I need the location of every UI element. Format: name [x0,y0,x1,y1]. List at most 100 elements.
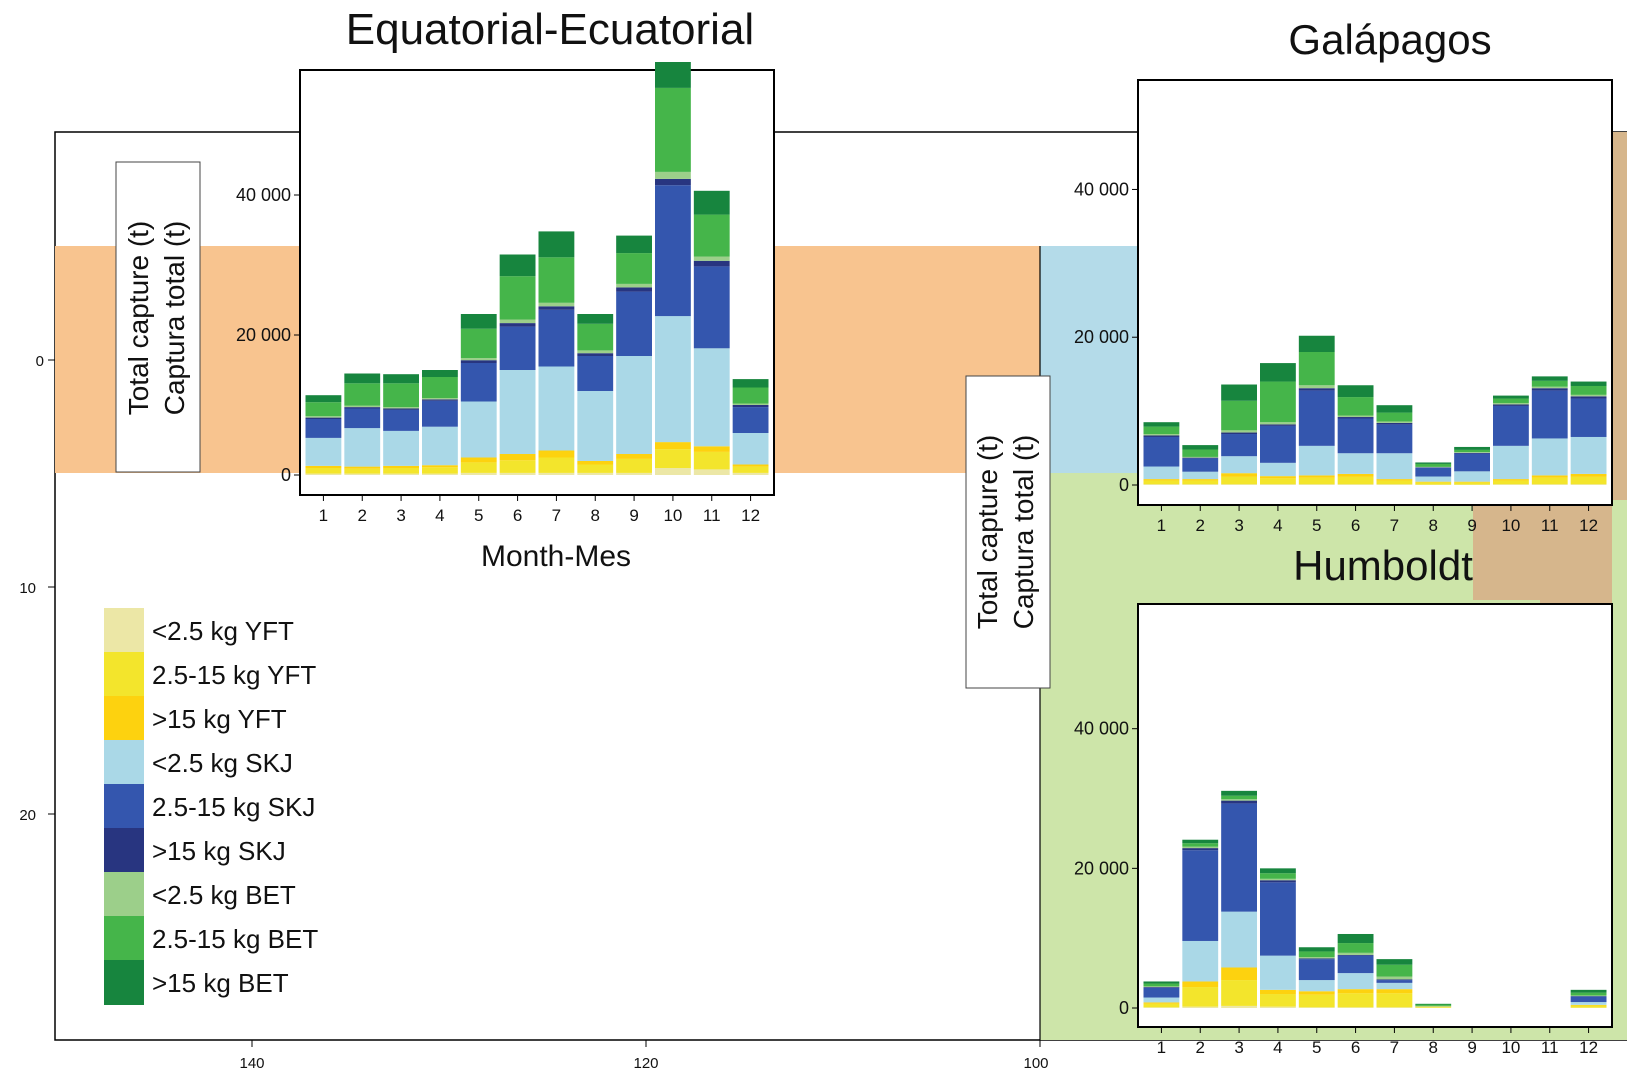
bar-segment [1299,947,1335,951]
bar-segment [1571,474,1607,477]
bar-segment [1182,457,1218,458]
bar-segment [1377,484,1413,485]
bar-segment [1299,390,1335,445]
y-tick-label: 0 [1119,998,1129,1018]
x-tick-label: 6 [1351,1038,1360,1057]
bar-segment [1260,868,1296,873]
bar-segment [1338,453,1374,474]
bar-segment [1144,986,1180,987]
bar-segment [1415,482,1451,483]
bar-segment [1221,1006,1257,1008]
bar-segment [306,468,342,474]
bar-segment [344,467,380,469]
bar-segment [344,474,380,475]
legend-swatch [104,872,144,917]
y-tick-label: 40 000 [1074,179,1129,199]
bar-segment [1454,471,1490,481]
bar-segment [1260,879,1296,880]
bar-segment [1299,385,1335,388]
bar-segment [577,324,613,351]
bar-segment [655,185,691,316]
x-tick-label: 5 [1312,1038,1321,1057]
bar-segment [577,391,613,461]
x-tick-label: 3 [396,506,405,525]
bar-segment [539,231,575,257]
bar-segment [1571,1005,1607,1006]
bar-segment [1454,450,1490,452]
x-tick-label: 8 [1429,516,1438,535]
bar-segment [1454,452,1490,453]
bar-segment [1299,957,1335,958]
bar-segment [1377,453,1413,479]
bar-segment [1454,454,1490,472]
bar-segment [1338,956,1374,973]
bar-segment [1260,1007,1296,1008]
x-tick-label: 10 [1501,516,1520,535]
bar-segment [1221,912,1257,968]
bar-segment [306,474,342,475]
bar-segment [1144,434,1180,435]
bar-segment [344,406,380,407]
bar-segment [1493,484,1529,485]
bar-segment [1454,482,1490,483]
legend-label: <2.5 kg SKJ [152,748,293,778]
bar-segment [500,320,536,324]
bar-segment [500,255,536,277]
bar-segment [1260,476,1296,478]
bar-segment [1299,478,1335,485]
bar-segment [1144,479,1180,480]
bar-segment [1377,983,1413,989]
legend-swatch [104,828,144,873]
bar-segment [616,253,652,284]
bar-segment [1221,477,1257,484]
x-tick-label: 4 [435,506,444,525]
bar-segment [616,236,652,254]
bar-segment [1338,397,1374,415]
bar-segment [1260,882,1296,955]
bar-segment [1144,988,1180,998]
bar-segment [1377,959,1413,965]
x-tick-label: 12 [1579,516,1598,535]
bar-segment [422,467,458,473]
legend-label: <2.5 kg YFT [152,616,294,646]
bar-segment [539,458,575,473]
bar-segment [1299,475,1335,477]
bar-segment [383,374,419,383]
bar-segment [1493,396,1529,399]
y-axis-label-box-left: Total capture (t) Captura total (t) [116,162,200,472]
bar-segment [500,276,536,319]
bar-segment [1338,943,1374,953]
y-tick-label: 20 000 [236,325,291,345]
bar-segment [616,284,652,288]
legend-swatch [104,960,144,1005]
bar-segment [344,374,380,384]
bar-segment [1182,458,1218,471]
bar-segment [1415,1007,1451,1008]
bar-segment [306,402,342,416]
bar-segment [1221,803,1257,911]
bar-segment [306,418,342,419]
bar-segment [1377,479,1413,480]
bar-segment [1299,980,1335,991]
bar-segment [733,465,769,467]
bar-segment [1377,413,1413,422]
legend-label: >15 kg SKJ [152,836,286,866]
bar-segment [1182,840,1218,843]
bar-segment [694,257,730,261]
x-axis-label: Month-Mes [481,540,631,573]
legend-label: >15 kg YFT [152,704,287,734]
bar-segment [1377,405,1413,412]
x-tick-label: 8 [591,506,600,525]
bar-segment [1338,419,1374,454]
bar-segment [1182,458,1218,459]
bar-segment [1338,385,1374,397]
bar-segment [1260,422,1296,424]
y-tick-label: 20 000 [1074,858,1129,878]
bar-segment [733,407,769,433]
bar-segment [616,287,652,291]
bar-segment [1299,336,1335,352]
bar-segment [539,306,575,310]
bar-segment [616,356,652,454]
bar-segment [694,191,730,215]
